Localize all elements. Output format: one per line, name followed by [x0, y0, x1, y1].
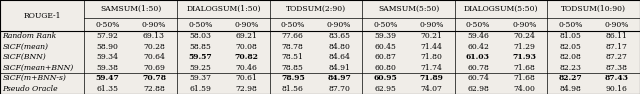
Text: 71.80: 71.80: [420, 53, 443, 61]
Text: 84.64: 84.64: [328, 53, 350, 61]
Text: 70.08: 70.08: [236, 43, 257, 51]
Text: 60.78: 60.78: [467, 64, 489, 72]
Text: 60.45: 60.45: [374, 43, 396, 51]
Text: 77.66: 77.66: [282, 32, 304, 40]
Text: 0-50%: 0-50%: [188, 21, 212, 29]
Text: 70.21: 70.21: [420, 32, 443, 40]
Text: 70.28: 70.28: [143, 43, 165, 51]
Text: 71.68: 71.68: [513, 64, 535, 72]
Text: 70.82: 70.82: [235, 53, 259, 61]
Text: 70.46: 70.46: [236, 64, 257, 72]
Text: 61.59: 61.59: [189, 85, 211, 93]
Text: 59.37: 59.37: [189, 74, 211, 82]
Text: 0-90%: 0-90%: [234, 21, 259, 29]
Text: 78.51: 78.51: [282, 53, 304, 61]
Text: 90.16: 90.16: [606, 85, 628, 93]
Text: SAMSUM(1:50): SAMSUM(1:50): [100, 5, 161, 13]
Text: SAMSUM(5:50): SAMSUM(5:50): [378, 5, 439, 13]
Text: DIALOGSUM(1:50): DIALOGSUM(1:50): [186, 5, 260, 13]
Text: 70.24: 70.24: [513, 32, 535, 40]
Text: 71.68: 71.68: [513, 74, 535, 82]
Text: 59.46: 59.46: [467, 32, 489, 40]
Text: 87.43: 87.43: [605, 74, 629, 82]
Text: 0-90%: 0-90%: [419, 21, 444, 29]
Text: 74.07: 74.07: [420, 85, 443, 93]
Text: 81.56: 81.56: [282, 85, 304, 93]
Text: 0-90%: 0-90%: [141, 21, 166, 29]
Text: 61.03: 61.03: [466, 53, 490, 61]
Text: TODSUM(10:90): TODSUM(10:90): [561, 5, 626, 13]
Text: 60.74: 60.74: [467, 74, 489, 82]
Text: 86.11: 86.11: [606, 32, 628, 40]
Text: DIALOGSUM(5:50): DIALOGSUM(5:50): [464, 5, 538, 13]
Text: 58.85: 58.85: [189, 43, 211, 51]
Text: 59.57: 59.57: [188, 53, 212, 61]
Text: 60.87: 60.87: [374, 53, 396, 61]
Text: 71.44: 71.44: [420, 43, 443, 51]
Text: 0-50%: 0-50%: [558, 21, 583, 29]
Text: 0-90%: 0-90%: [605, 21, 629, 29]
Text: 0-50%: 0-50%: [466, 21, 490, 29]
Text: 78.78: 78.78: [282, 43, 304, 51]
Text: 58.90: 58.90: [97, 43, 118, 51]
Text: 81.05: 81.05: [559, 32, 582, 40]
Text: 74.00: 74.00: [513, 85, 535, 93]
Text: SiCF(m+BNN-s): SiCF(m+BNN-s): [3, 74, 67, 82]
Text: ROUGE-1: ROUGE-1: [24, 11, 61, 20]
Text: 72.98: 72.98: [236, 85, 257, 93]
Text: Random Rank: Random Rank: [3, 32, 57, 40]
Text: 70.61: 70.61: [236, 74, 257, 82]
Text: 78.85: 78.85: [282, 64, 304, 72]
Text: 61.35: 61.35: [97, 85, 118, 93]
Text: TODSUM(2:90): TODSUM(2:90): [286, 5, 346, 13]
Text: 87.17: 87.17: [606, 43, 628, 51]
Text: 60.80: 60.80: [374, 64, 396, 72]
Text: 82.23: 82.23: [559, 64, 582, 72]
Text: 71.89: 71.89: [420, 74, 444, 82]
Text: 84.91: 84.91: [328, 64, 350, 72]
Text: 84.80: 84.80: [328, 43, 350, 51]
Text: 69.21: 69.21: [236, 32, 257, 40]
Text: 83.65: 83.65: [328, 32, 350, 40]
Text: 84.97: 84.97: [327, 74, 351, 82]
Text: 0-50%: 0-50%: [95, 21, 120, 29]
Text: 71.74: 71.74: [420, 64, 443, 72]
Text: 59.34: 59.34: [97, 53, 118, 61]
Text: 87.38: 87.38: [606, 64, 628, 72]
Text: 87.27: 87.27: [606, 53, 628, 61]
Text: 57.92: 57.92: [97, 32, 118, 40]
Text: 0-90%: 0-90%: [512, 21, 536, 29]
Text: SiCF(mean): SiCF(mean): [3, 43, 49, 51]
Text: 59.39: 59.39: [374, 32, 396, 40]
Text: SiCF(BNN): SiCF(BNN): [3, 53, 46, 61]
Text: 62.98: 62.98: [467, 85, 489, 93]
Text: 0-50%: 0-50%: [280, 21, 305, 29]
Text: 87.70: 87.70: [328, 85, 350, 93]
Text: 72.88: 72.88: [143, 85, 165, 93]
Text: 59.47: 59.47: [96, 74, 120, 82]
Text: 58.03: 58.03: [189, 32, 211, 40]
Text: Pseudo Oracle: Pseudo Oracle: [3, 85, 58, 93]
Text: 82.08: 82.08: [559, 53, 582, 61]
Text: 82.05: 82.05: [559, 43, 582, 51]
Text: 62.95: 62.95: [374, 85, 396, 93]
Text: SiCF(mean+BNN): SiCF(mean+BNN): [3, 64, 74, 72]
Text: 59.25: 59.25: [189, 64, 211, 72]
Text: 0-50%: 0-50%: [373, 21, 397, 29]
Text: 59.38: 59.38: [97, 64, 118, 72]
Text: 60.42: 60.42: [467, 43, 489, 51]
Text: 82.27: 82.27: [559, 74, 582, 82]
Text: 69.13: 69.13: [143, 32, 165, 40]
Text: 60.95: 60.95: [374, 74, 397, 82]
Text: 71.93: 71.93: [512, 53, 536, 61]
Text: 71.29: 71.29: [513, 43, 535, 51]
Text: 0-90%: 0-90%: [327, 21, 351, 29]
Text: 70.64: 70.64: [143, 53, 165, 61]
Text: 84.98: 84.98: [559, 85, 582, 93]
Text: 70.69: 70.69: [143, 64, 165, 72]
Text: 78.95: 78.95: [281, 74, 305, 82]
Text: 70.78: 70.78: [142, 74, 166, 82]
